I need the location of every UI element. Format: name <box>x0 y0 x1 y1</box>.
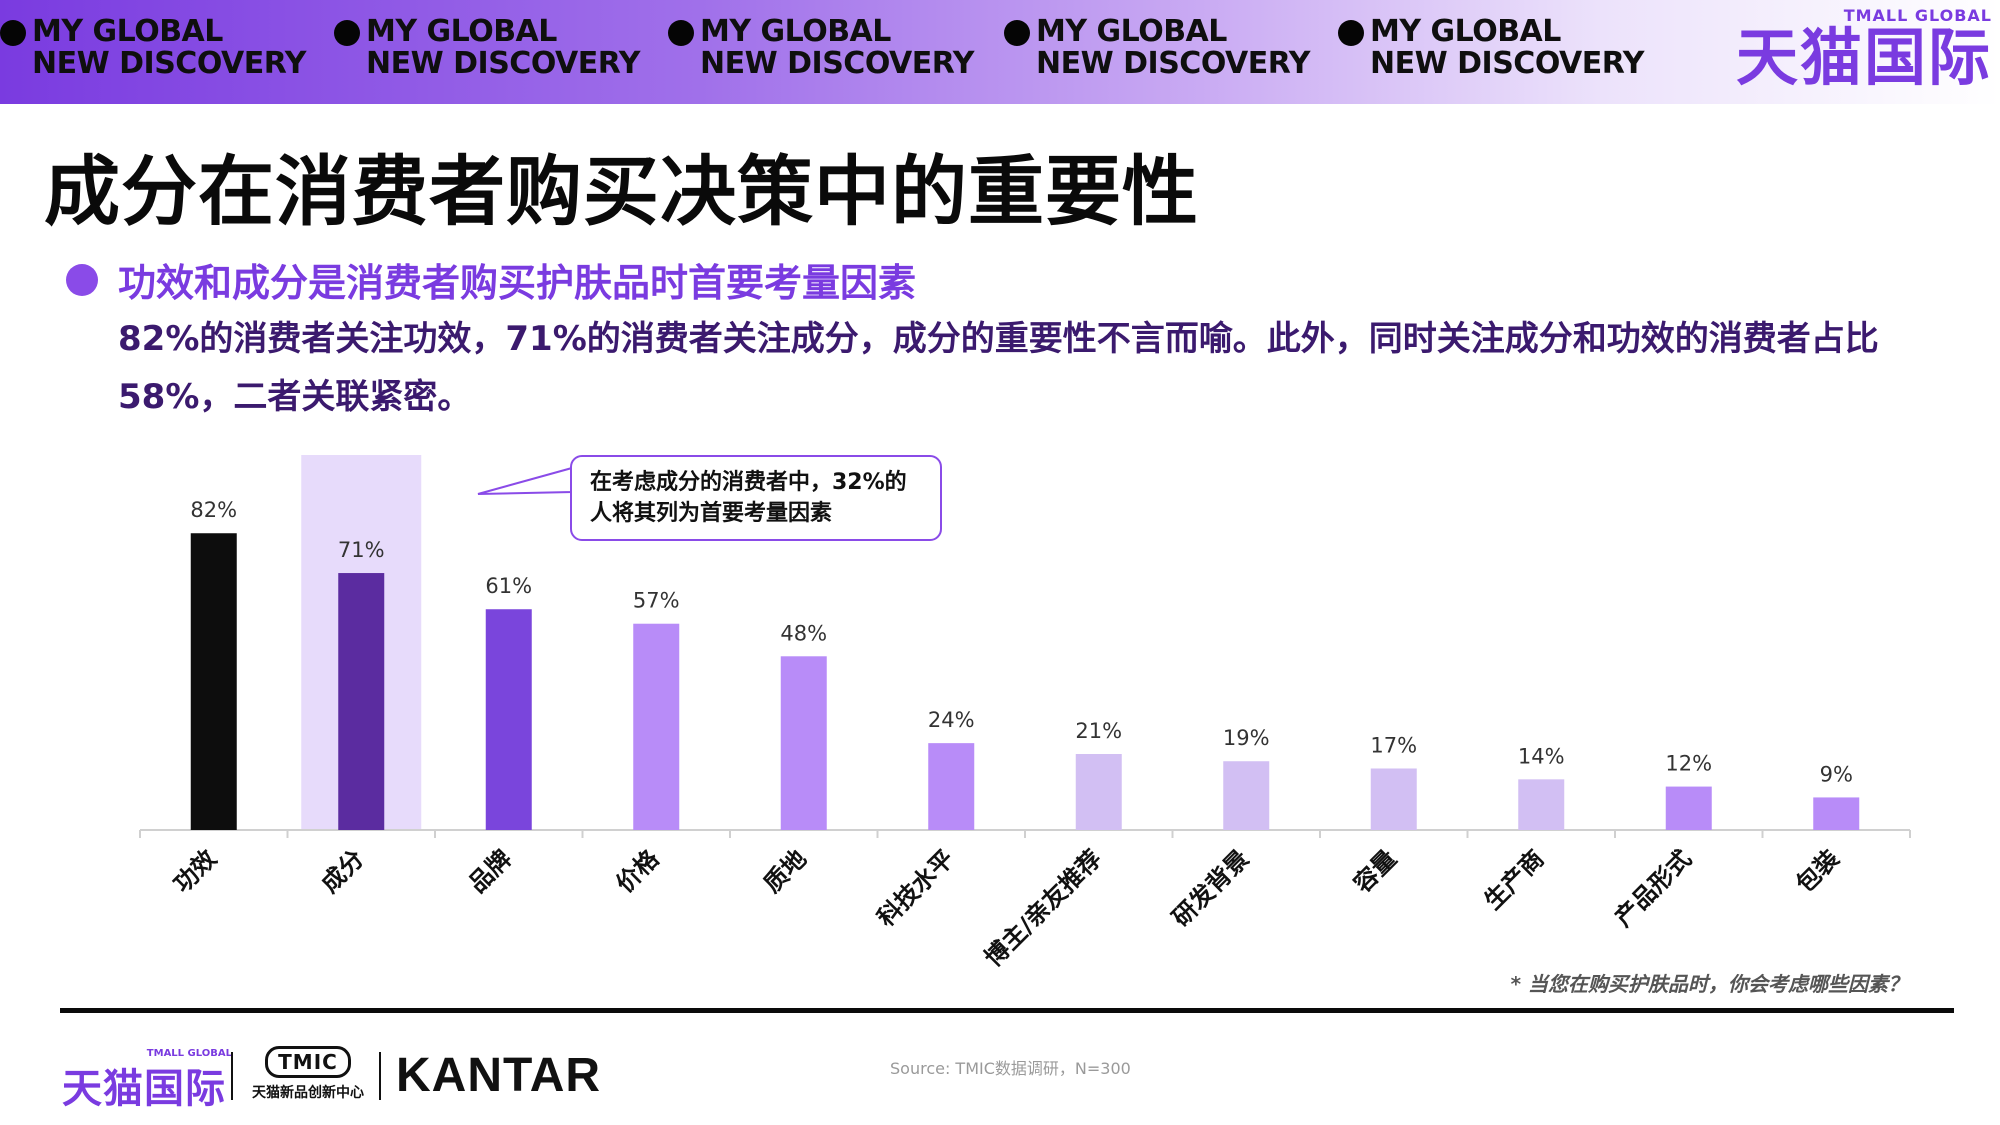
brand-cn: 天猫国际 <box>1735 21 1992 94</box>
footer-separator <box>379 1052 381 1100</box>
tmic-logo-mark: TMIC <box>265 1046 351 1078</box>
data-label: 48% <box>780 621 827 645</box>
bar <box>1223 761 1270 830</box>
x-tick-label: 生产商 <box>1479 844 1550 915</box>
x-tick-label: 容量 <box>1348 844 1402 898</box>
banner-tag-line2: NEW DISCOVERY <box>1370 46 1644 81</box>
footer-brand-en: TMALL GLOBAL <box>146 1048 232 1059</box>
banner-tag-line2: NEW DISCOVERY <box>700 46 974 81</box>
bar <box>928 743 975 830</box>
bar <box>780 656 827 830</box>
data-label: 9% <box>1820 762 1853 786</box>
tmic-logo: TMIC 天猫新品创新中心 <box>244 1042 372 1106</box>
bar <box>633 623 680 830</box>
callout-box: 在考虑成分的消费者中，32%的人将其列为首要考量因素 <box>570 455 942 541</box>
banner-tag-line1: MY GLOBAL <box>32 14 223 49</box>
data-label: 19% <box>1223 726 1270 750</box>
footer-tmall-logo: TMALL GLOBAL 天猫国际 <box>62 1048 232 1112</box>
x-tick-label: 成分 <box>316 844 370 898</box>
bar <box>1813 797 1860 830</box>
bullet-dot-icon <box>1004 20 1030 46</box>
data-label: 71% <box>338 538 385 562</box>
banner-tag-line1: MY GLOBAL <box>1036 14 1227 49</box>
banner-tag-line1: MY GLOBAL <box>1370 14 1561 49</box>
bullet-dot-icon <box>1338 20 1364 46</box>
x-tick-label: 质地 <box>758 844 812 898</box>
x-tick-label: 博主/亲友推荐 <box>979 844 1107 972</box>
banner-tag-line2: NEW DISCOVERY <box>1036 46 1310 81</box>
source-note: Source: TMIC数据调研，N=300 <box>890 1059 1131 1078</box>
data-label: 17% <box>1370 733 1417 757</box>
data-label: 61% <box>485 574 532 598</box>
subtitle-bullet-icon <box>66 264 98 296</box>
banner-tag: MY GLOBAL NEW DISCOVERY <box>1004 14 1310 86</box>
brand-en: TMALL GLOBAL <box>1843 6 1992 25</box>
bullet-dot-icon <box>334 20 360 46</box>
banner-tag: MY GLOBAL NEW DISCOVERY <box>1338 14 1644 86</box>
banner-tag: MY GLOBAL NEW DISCOVERY <box>668 14 974 86</box>
x-tick-label: 研发背景 <box>1167 844 1255 932</box>
bar <box>485 609 532 830</box>
x-tick-label: 品牌 <box>463 844 517 898</box>
callout-pointer <box>477 466 573 495</box>
tmic-logo-subtitle: 天猫新品创新中心 <box>252 1085 364 1101</box>
bar-chart: 82% 功效 71% 成分 61% 品牌 57% 价格 48% 质地 24% 科技水平 21% 博主/亲友… <box>139 455 1911 972</box>
data-label: 24% <box>928 708 975 732</box>
footer-brand-cn: 天猫国际 <box>62 1066 226 1112</box>
bar <box>1075 754 1122 830</box>
banner-tag-line1: MY GLOBAL <box>366 14 557 49</box>
banner-tag: MY GLOBAL NEW DISCOVERY <box>0 14 306 86</box>
data-label: 14% <box>1518 744 1565 768</box>
banner-tag-line1: MY GLOBAL <box>700 14 891 49</box>
bar <box>1665 786 1712 830</box>
bullet-dot-icon <box>0 20 26 46</box>
banner-tag: MY GLOBAL NEW DISCOVERY <box>334 14 640 86</box>
bar <box>1370 768 1417 830</box>
bar <box>190 533 237 830</box>
bar <box>1518 779 1565 830</box>
x-tick-label: 科技水平 <box>872 844 960 932</box>
x-tick-label: 功效 <box>168 844 222 898</box>
x-tick-label: 包装 <box>1791 844 1845 898</box>
data-label: 12% <box>1665 752 1712 776</box>
data-label: 21% <box>1075 719 1122 743</box>
section-subtitle: 功效和成分是消费者购买护肤品时首要考量因素 <box>118 261 917 305</box>
tmall-global-logo: TMALL GLOBAL 天猫国际 <box>1722 6 1992 96</box>
bar <box>338 573 385 830</box>
survey-question-note: * 当您在购买护肤品时，你会考虑哪些因素？ <box>1510 972 1908 996</box>
data-label: 57% <box>633 589 680 613</box>
page-title: 成分在消费者购买决策中的重要性 <box>44 147 1199 236</box>
x-tick-label: 产品形式 <box>1609 844 1697 932</box>
x-tick-label: 价格 <box>611 844 665 898</box>
summary-text: 82%的消费者关注功效，71%的消费者关注成分，成分的重要性不言而喻。此外，同时… <box>118 319 1879 417</box>
banner-tag-line2: NEW DISCOVERY <box>366 46 640 81</box>
top-banner: MY GLOBAL NEW DISCOVERY MY GLOBAL NEW DI… <box>0 0 2000 104</box>
data-label: 82% <box>190 498 237 522</box>
footer-separator <box>231 1052 233 1100</box>
kantar-logo: KANTAR <box>396 1049 602 1102</box>
bullet-dot-icon <box>668 20 694 46</box>
divider <box>60 1008 1954 1013</box>
banner-tag-line2: NEW DISCOVERY <box>32 46 306 81</box>
